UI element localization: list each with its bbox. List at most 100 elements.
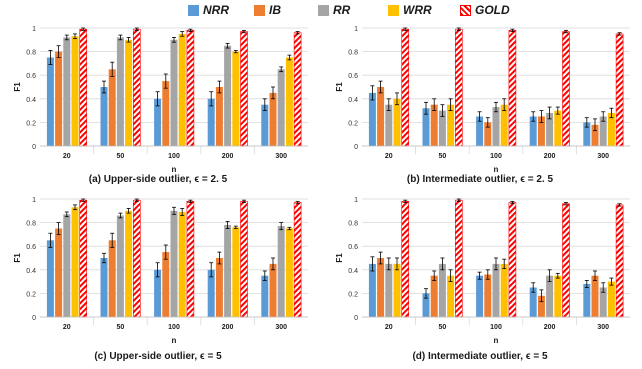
error-bar-gold-20 (403, 27, 408, 31)
legend-label-nrr: NRR (203, 3, 229, 17)
legend-swatch-rr (318, 5, 329, 16)
x-tick-label: 300 (275, 324, 287, 331)
error-bar-gold-20 (81, 198, 86, 202)
error-bar-rr-100 (494, 257, 498, 271)
x-tick-label: 200 (222, 324, 234, 331)
y-tick-label: 0 (354, 315, 358, 322)
error-bar-wrr-20 (73, 33, 77, 40)
bar-wrr-200 (232, 51, 240, 146)
error-bar-rr-200 (547, 269, 552, 282)
bar-rr-100 (492, 263, 500, 317)
y-tick-label: 1 (32, 197, 36, 204)
error-bar-ib-50 (432, 270, 437, 281)
chart-svg-3: 0 0.2 0.4 0.6 0.8 1 F1 20 50 100 200 300 n (335, 197, 630, 345)
bar-gold-200 (562, 203, 570, 318)
x-tick-label: 300 (275, 153, 287, 160)
x-tick-label: 20 (385, 324, 393, 331)
error-bar-ib-50 (110, 61, 115, 77)
x-tick-label: 20 (385, 153, 393, 160)
error-bar-rr-200 (547, 106, 552, 120)
error-bar-wrr-200 (233, 50, 238, 54)
x-tick-label: 300 (597, 324, 609, 331)
error-bar-nrr-300 (262, 270, 267, 281)
bar-nrr-100 (154, 98, 162, 146)
bar-ib-100 (484, 122, 492, 146)
error-bar-ib-300 (593, 118, 597, 132)
legend-swatch-gold (460, 5, 471, 16)
x-tick-label: 50 (439, 153, 447, 160)
bar-nrr-20 (46, 57, 54, 146)
bar-wrr-300 (285, 57, 293, 146)
bar-gold-20 (401, 201, 409, 318)
x-tick-label: 50 (439, 324, 447, 331)
bar-wrr-200 (554, 275, 562, 317)
bar-ib-50 (108, 69, 116, 146)
error-bar-ib-200 (217, 251, 222, 265)
bar-wrr-50 (447, 275, 455, 317)
y-tick-label: 1 (32, 26, 36, 33)
error-bar-ib-20 (56, 45, 61, 58)
bar-rr-20 (63, 214, 71, 317)
error-bar-ib-20 (378, 251, 383, 265)
y-tick-label: 0.2 (348, 291, 358, 298)
error-bar-wrr-20 (395, 257, 399, 271)
error-bar-nrr-100 (477, 271, 482, 280)
legend-label-ib: IB (269, 3, 281, 17)
x-tick-label: 200 (222, 153, 234, 160)
panel-caption-d: (d) Intermediate outlier, ϵ = 5 (412, 351, 548, 362)
bar-wrr-20 (71, 207, 79, 317)
bar-ib-20 (55, 228, 63, 317)
bar-gold-50 (455, 199, 463, 318)
legend-swatch-wrr (388, 5, 399, 16)
bar-rr-300 (277, 226, 285, 317)
bar-wrr-200 (232, 227, 240, 317)
bar-ib-100 (162, 252, 170, 317)
bar-ib-300 (591, 275, 599, 317)
error-bar-wrr-100 (180, 31, 185, 37)
y-tick-label: 0.4 (26, 97, 36, 104)
bar-wrr-300 (607, 281, 615, 317)
chart-svg-0: 0 0.2 0.4 0.6 0.8 1 F1 20 50 100 200 300 n (13, 26, 308, 174)
error-bar-nrr-100 (155, 91, 160, 107)
bar-ib-20 (55, 51, 63, 146)
error-bar-wrr-50 (126, 37, 131, 43)
bar-nrr-300 (583, 122, 591, 146)
bar-wrr-50 (125, 39, 133, 146)
error-bar-nrr-20 (370, 256, 375, 272)
error-bar-nrr-200 (531, 111, 536, 122)
bar-ib-200 (537, 295, 545, 317)
y-tick-label: 0 (354, 144, 358, 151)
y-axis-label: F1 (335, 253, 344, 263)
error-bar-gold-20 (81, 27, 86, 31)
bar-gold-50 (455, 28, 463, 147)
error-bar-rr-50 (118, 212, 123, 219)
error-bar-gold-100 (188, 199, 193, 203)
y-tick-label: 0 (32, 144, 36, 151)
bar-wrr-50 (125, 210, 133, 317)
bar-rr-300 (277, 69, 285, 146)
y-tick-label: 0 (32, 315, 36, 322)
error-bar-wrr-300 (287, 54, 292, 61)
error-bar-nrr-20 (48, 232, 53, 248)
error-bar-wrr-300 (609, 277, 614, 286)
bar-nrr-50 (100, 87, 108, 146)
y-tick-label: 0.2 (26, 291, 36, 298)
y-tick-label: 1 (354, 26, 358, 33)
bar-wrr-300 (607, 112, 615, 146)
error-bar-ib-200 (539, 110, 544, 123)
x-tick-label: 200 (544, 324, 556, 331)
error-bar-gold-50 (456, 27, 461, 31)
error-bar-nrr-300 (584, 117, 589, 128)
error-bar-gold-50 (134, 27, 139, 31)
bar-nrr-100 (476, 275, 484, 317)
error-bar-rr-20 (64, 34, 69, 41)
bar-gold-200 (240, 31, 248, 147)
error-bar-ib-100 (163, 244, 168, 260)
error-bar-gold-200 (564, 29, 568, 34)
bar-wrr-50 (447, 104, 455, 146)
error-bar-rr-50 (118, 34, 123, 41)
bar-rr-50 (438, 263, 446, 317)
legend-label-wrr: WRR (403, 3, 432, 17)
error-bar-rr-20 (386, 98, 391, 111)
bar-gold-20 (79, 28, 87, 147)
